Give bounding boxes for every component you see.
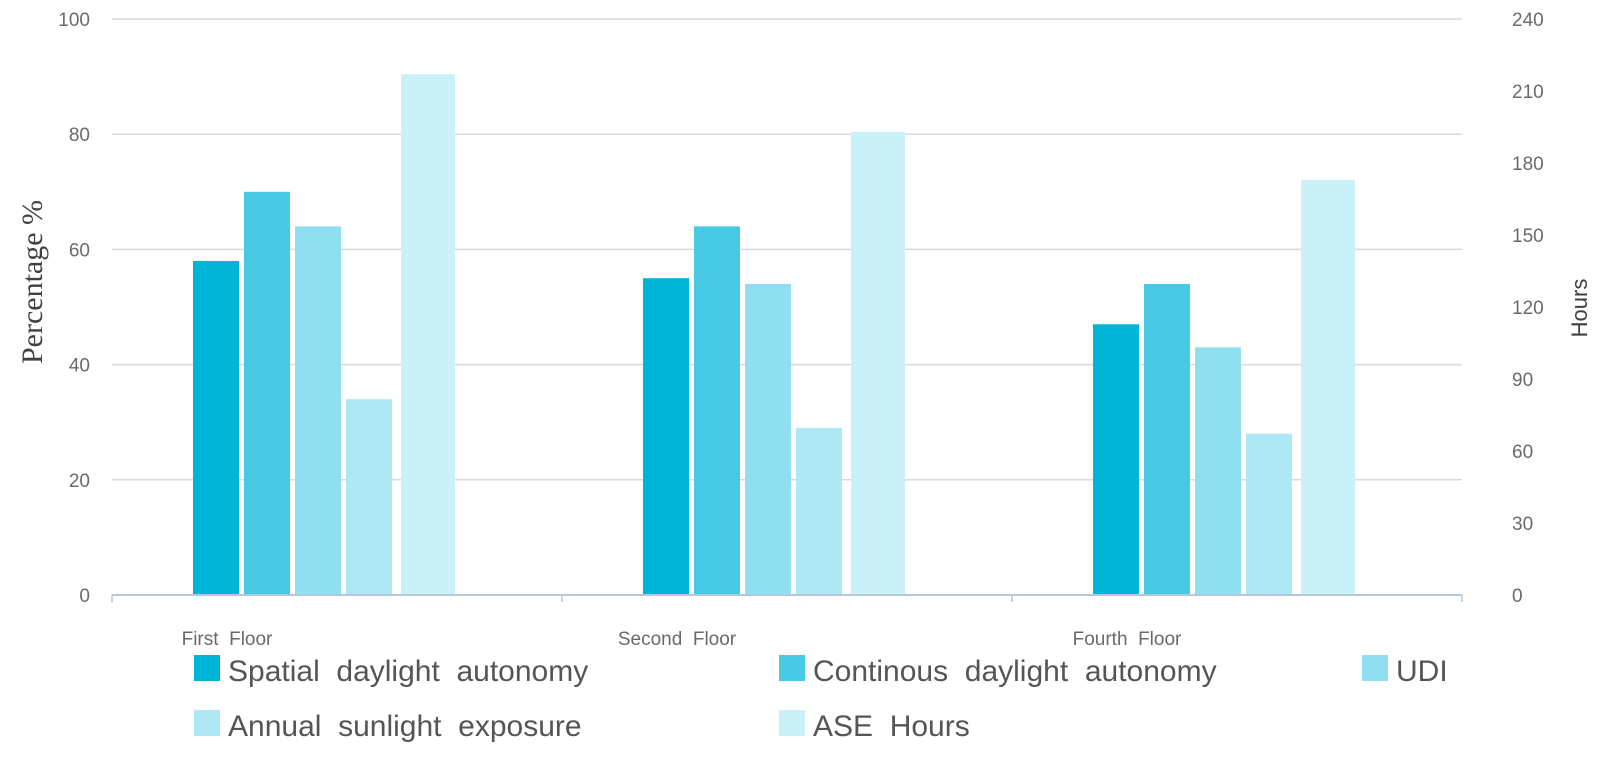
- y-left-tick-label: 80: [69, 125, 90, 146]
- bar: [1301, 179, 1355, 596]
- legend-swatch: [194, 655, 220, 681]
- y-right-tick-label: 210: [1512, 82, 1544, 103]
- bar: [796, 427, 842, 595]
- legend-label: UDI: [1396, 655, 1448, 688]
- bar: [643, 278, 689, 595]
- bar: [1093, 324, 1139, 595]
- x-category-label: Second Floor: [618, 629, 737, 650]
- bar: [745, 283, 791, 595]
- legend-swatch: [779, 655, 805, 681]
- y-right-tick-label: 180: [1512, 154, 1544, 175]
- bar: [694, 226, 740, 596]
- y-axis-left-ticks: 0 20 40 60 80 100: [58, 10, 90, 607]
- bar: [1144, 283, 1190, 595]
- legend-swatch: [779, 710, 805, 736]
- x-category-label: Fourth Floor: [1073, 629, 1182, 650]
- y-axis-right-label: Hours: [1567, 279, 1592, 338]
- axes: [111, 594, 1463, 602]
- legend: Spatial daylight autonomy Continous dayli…: [194, 655, 1448, 743]
- bar: [295, 226, 341, 596]
- bar: [346, 399, 392, 595]
- legend-label: ASE Hours: [813, 710, 970, 743]
- y-right-tick-label: 240: [1512, 10, 1544, 31]
- x-category-label: First Floor: [182, 629, 273, 650]
- x-axis-categories: First Floor Second Floor Fourth Floor: [182, 629, 1182, 650]
- y-axis-left-label: Percentage %: [16, 200, 49, 364]
- bar: [1246, 433, 1292, 595]
- y-left-tick-label: 0: [79, 586, 90, 607]
- y-right-tick-label: 90: [1512, 370, 1533, 391]
- y-left-tick-label: 100: [58, 10, 90, 31]
- y-right-tick-label: 30: [1512, 514, 1533, 535]
- y-right-tick-label: 60: [1512, 442, 1533, 463]
- legend-label: Spatial daylight autonomy: [228, 655, 588, 688]
- y-left-tick-label: 60: [69, 240, 90, 261]
- bar: [1195, 347, 1241, 595]
- bar: [851, 131, 905, 596]
- y-left-tick-label: 20: [69, 471, 90, 492]
- y-axis-right-ticks: 0 30 60 90 120 150 180 210 240: [1512, 10, 1544, 607]
- bar: [193, 260, 239, 595]
- y-right-tick-label: 0: [1512, 586, 1523, 607]
- bars: [193, 74, 1355, 596]
- y-left-tick-label: 40: [69, 356, 90, 377]
- bar: [401, 74, 455, 595]
- legend-swatch: [194, 710, 220, 736]
- y-right-tick-label: 150: [1512, 226, 1544, 247]
- y-right-tick-label: 120: [1512, 298, 1544, 319]
- bar: [244, 191, 290, 596]
- legend-label: Annual sunlight exposure: [228, 710, 582, 743]
- legend-swatch: [1362, 655, 1388, 681]
- legend-label: Continous daylight autonomy: [813, 655, 1217, 688]
